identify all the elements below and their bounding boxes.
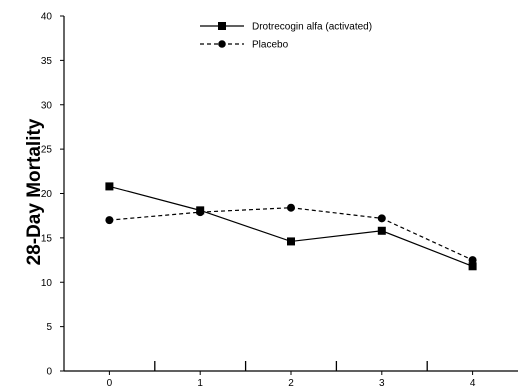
data-point-circle xyxy=(196,208,205,217)
series-line xyxy=(109,207,473,261)
y-tick-label: 30 xyxy=(41,100,53,111)
legend-label: Drotrecogin alfa (activated) xyxy=(252,22,372,33)
y-tick-label: 0 xyxy=(46,367,52,378)
legend: Drotrecogin alfa (activated) Placebo xyxy=(200,22,372,51)
x-tick-label: 3 xyxy=(379,378,385,387)
data-point-circle xyxy=(468,256,477,265)
series-layer xyxy=(105,182,477,271)
x-tick-label: 0 xyxy=(107,378,113,387)
series-0 xyxy=(105,182,477,271)
data-point-square xyxy=(287,237,295,246)
axes xyxy=(63,16,518,372)
y-tick-label: 5 xyxy=(46,322,52,333)
x-tick-label: 1 xyxy=(197,378,203,387)
y-tick-label: 15 xyxy=(41,233,53,244)
series-1 xyxy=(105,203,477,265)
x-ticks: 0 1 2 3 4 xyxy=(107,361,476,387)
series-line xyxy=(109,185,473,267)
y-tick-label: 10 xyxy=(41,278,53,289)
data-point-circle xyxy=(377,214,386,223)
legend-label: Placebo xyxy=(252,40,289,51)
x-tick-label: 2 xyxy=(288,378,294,387)
data-point-square xyxy=(105,182,114,191)
x-tick-label: 4 xyxy=(470,378,476,387)
data-point-circle xyxy=(287,203,295,212)
y-ticks: 0 5 10 15 20 25 30 35 40 xyxy=(41,12,64,378)
y-tick-label: 25 xyxy=(41,145,53,156)
y-tick-label: 20 xyxy=(41,189,53,200)
data-point-square xyxy=(377,226,386,235)
y-tick-label: 40 xyxy=(41,12,53,23)
y-tick-label: 35 xyxy=(41,56,53,67)
data-point-square xyxy=(468,262,477,271)
legend-marker-circle xyxy=(218,40,226,48)
data-point-circle xyxy=(105,216,114,225)
legend-marker-square xyxy=(218,22,226,30)
y-axis-label: 28-Day Mortality xyxy=(24,118,45,265)
